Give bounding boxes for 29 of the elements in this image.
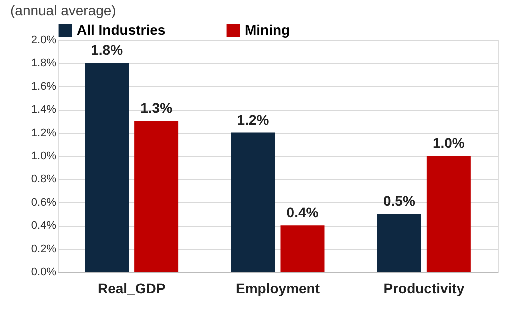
y-tick-label: 0.6% — [31, 196, 57, 209]
x-tick-label: Employment — [236, 280, 320, 296]
bar — [231, 132, 276, 272]
legend-label: All Industries — [77, 22, 166, 38]
y-tick-label: 0.8% — [31, 174, 57, 186]
data-label: 0.4% — [286, 204, 320, 221]
y-tick-label: 1.0% — [31, 150, 57, 162]
y-tick-label: 2.0% — [31, 34, 57, 46]
y-tick-label: 1.2% — [31, 127, 57, 140]
data-label: 1.0% — [432, 135, 466, 151]
data-label: 1.3% — [140, 100, 174, 116]
y-tick-label: 1.8% — [31, 58, 57, 70]
data-label: 0.5% — [383, 193, 416, 209]
bar — [426, 156, 471, 272]
bar — [134, 121, 179, 272]
y-tick-label: 0.0% — [31, 266, 57, 278]
legend-label: Mining — [245, 22, 290, 38]
data-label: 1.8% — [91, 42, 124, 58]
y-tick-label: 1.4% — [31, 104, 57, 116]
bar — [85, 63, 130, 272]
x-tick-label: Productivity — [384, 280, 465, 296]
y-tick-label: 1.6% — [31, 80, 57, 93]
data-label: 1.2% — [237, 112, 270, 128]
bar — [280, 226, 325, 272]
x-tick-label: Real_GDP — [98, 280, 166, 296]
y-tick-label: 0.2% — [31, 243, 57, 256]
y-axis-title: (annual average) — [10, 2, 116, 18]
bar — [377, 214, 422, 272]
y-tick-label: 0.4% — [31, 220, 57, 232]
